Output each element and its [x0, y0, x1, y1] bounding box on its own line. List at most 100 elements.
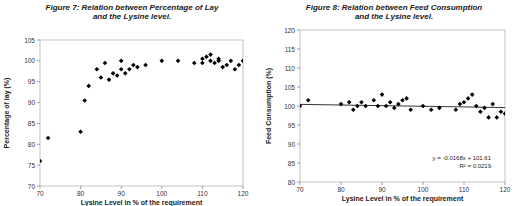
- data-point: [123, 71, 128, 76]
- x-tick-label: 90: [118, 190, 126, 197]
- data-point: [408, 108, 413, 113]
- data-point: [376, 104, 381, 109]
- y-tick-label: 70: [28, 183, 36, 190]
- data-point: [131, 63, 136, 68]
- data-point: [119, 59, 124, 64]
- y-tick: [37, 81, 40, 82]
- data-point: [99, 75, 104, 80]
- data-point: [176, 59, 181, 64]
- title: and the Lysine level.: [93, 12, 171, 21]
- x-tick-label: 90: [378, 186, 386, 193]
- y-tick-label: 110: [285, 65, 296, 72]
- data-point: [495, 115, 500, 120]
- data-point: [208, 59, 213, 64]
- x-tick: [202, 186, 203, 189]
- data-point: [119, 67, 124, 72]
- x-tick-label: 110: [459, 186, 470, 193]
- data-point: [482, 106, 487, 111]
- data-point: [40, 159, 42, 164]
- data-point: [462, 100, 467, 105]
- data-point: [160, 59, 165, 64]
- data-point: [499, 109, 504, 114]
- data-point: [429, 108, 434, 113]
- data-point: [478, 109, 483, 114]
- data-point: [359, 100, 364, 105]
- y-tick: [37, 186, 40, 187]
- x-tick: [300, 182, 301, 185]
- x-tick-label: 120: [238, 190, 249, 197]
- annotation: y = -0.0168x + 101.61: [433, 155, 492, 161]
- data-point: [143, 63, 148, 68]
- y-tick-label: 120: [284, 27, 295, 34]
- data-point: [224, 63, 229, 68]
- data-point: [86, 84, 91, 89]
- y-tick: [297, 49, 300, 50]
- data-point: [384, 104, 389, 109]
- annotation: R² = 0.0219: [459, 163, 491, 169]
- y-tick-label: 90: [28, 99, 36, 106]
- x-tick-label: 120: [500, 186, 511, 193]
- y-tick: [297, 106, 300, 107]
- y-tick: [37, 165, 40, 166]
- x-tick-label: 100: [156, 190, 167, 197]
- y-tick: [297, 30, 300, 31]
- y-tick-label: 100: [24, 57, 35, 64]
- data-area: [40, 52, 243, 163]
- data-point: [103, 61, 108, 66]
- data-point: [458, 102, 463, 107]
- data-point: [95, 67, 100, 72]
- data-point: [339, 102, 344, 107]
- data-point: [135, 65, 140, 70]
- y-tick: [297, 144, 300, 145]
- x-tick: [121, 186, 122, 189]
- title: Figure 8: Relation between Feed Consumpt…: [306, 3, 483, 12]
- data-point: [363, 104, 368, 109]
- x-tick: [464, 182, 465, 185]
- data-point: [404, 96, 409, 101]
- data-point: [107, 77, 112, 82]
- data-point: [372, 98, 377, 103]
- data-point: [127, 67, 132, 72]
- x-tick: [243, 186, 244, 189]
- data-point: [216, 56, 221, 61]
- x-tick: [80, 186, 81, 189]
- x-tick-label: 80: [337, 186, 345, 193]
- data-point: [392, 106, 397, 111]
- figure: Figure 7: Relation between Percentage of…: [0, 0, 520, 206]
- data-point: [192, 61, 197, 66]
- y-tick: [297, 68, 300, 69]
- y-tick-label: 105: [284, 84, 295, 91]
- data-point: [355, 104, 360, 109]
- data-point: [241, 59, 243, 64]
- data-point: [233, 67, 238, 72]
- y-tick: [297, 163, 300, 164]
- data-point: [237, 63, 242, 68]
- data-point: [111, 71, 116, 76]
- y-tick: [37, 102, 40, 103]
- data-point: [470, 92, 475, 97]
- x-tick: [423, 182, 424, 185]
- x-tick-label: 70: [36, 190, 44, 197]
- data-point: [454, 108, 459, 113]
- y-tick-label: 85: [288, 160, 296, 167]
- data-point: [208, 52, 213, 57]
- data-point: [400, 98, 405, 103]
- y-tick-label: 85: [28, 120, 36, 127]
- plot-frame: [40, 40, 243, 186]
- data-point: [212, 61, 217, 66]
- y-tick: [37, 123, 40, 124]
- data-point: [347, 100, 352, 105]
- y-tick-label: 95: [288, 122, 296, 129]
- title: Figure 7: Relation between Percentage of…: [46, 3, 219, 12]
- x-tick: [382, 182, 383, 185]
- x-tick: [161, 186, 162, 189]
- x-axis-label: Lysine Level in % of the requirement: [81, 199, 203, 206]
- data-point: [466, 96, 471, 101]
- x-tick-label: 100: [418, 186, 429, 193]
- data-point: [115, 73, 120, 78]
- trendline: [300, 104, 505, 107]
- data-point: [503, 111, 505, 116]
- y-tick-label: 95: [28, 78, 36, 85]
- data-point: [490, 102, 495, 107]
- y-tick-label: 80: [28, 141, 36, 148]
